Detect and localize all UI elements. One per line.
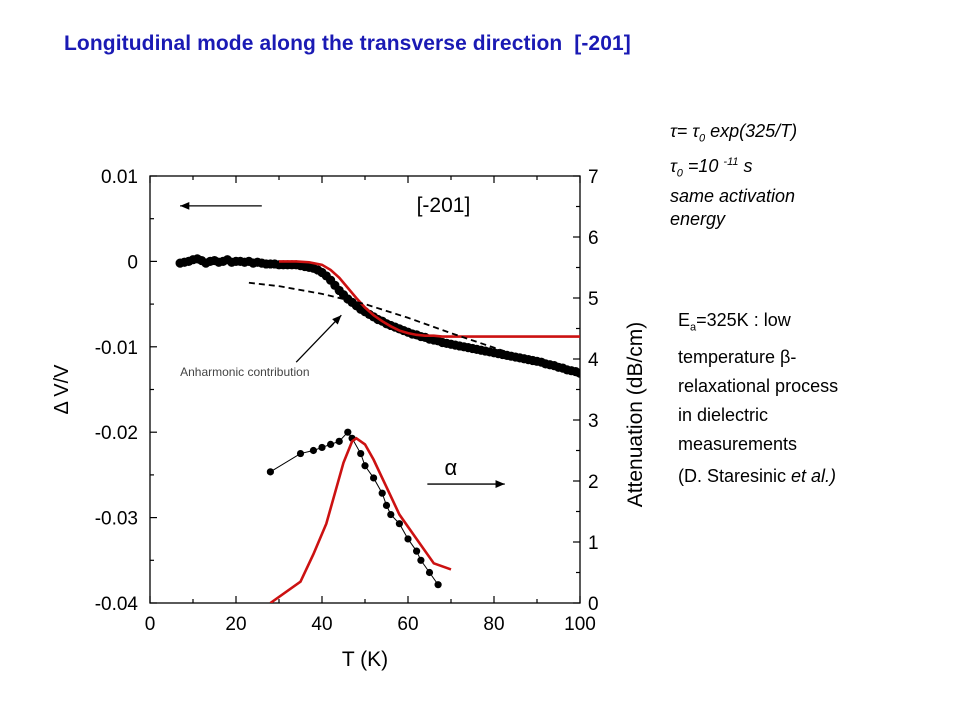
right-axis-arrow-head (495, 480, 505, 488)
y-right-axis-label: Attenuation (dB/cm) (624, 322, 647, 508)
y-right-tick-label: 3 (588, 411, 599, 432)
attenuation-data-point (335, 437, 343, 445)
attenuation-data-point (327, 440, 335, 448)
tau-symbol: τ (670, 155, 677, 176)
attenuation-data-point (357, 449, 365, 458)
anharmonic-baseline (248, 281, 580, 378)
slide-title: Longitudinal mode along the transverse d… (64, 32, 631, 55)
y-left-tick-label: -0.01 (95, 338, 138, 359)
formula-line-3: same activation (670, 186, 796, 207)
fit-curve-1 (279, 260, 580, 338)
axis-ticks (149, 175, 581, 604)
y-right-tick-label: 6 (588, 228, 599, 249)
x-tick-label: 80 (483, 614, 504, 635)
note-line-1: Ea=325K : low (678, 306, 918, 343)
x-axis-label: T (K) (342, 648, 388, 671)
y-right-tick-label: 7 (588, 167, 599, 188)
reference-citation: (D. Staresinic et al.) (678, 466, 836, 487)
formula-subscript: 0 (698, 132, 706, 145)
y-left-tick-label: 0.01 (101, 167, 138, 188)
attenuation-data-point (344, 428, 352, 436)
attenuation-data-point (395, 520, 403, 528)
attenuation-data-point (404, 535, 412, 543)
y-right-tick-label: 4 (588, 350, 599, 371)
x-tick-label: 100 (564, 614, 596, 635)
note-line-5: measurements (678, 433, 798, 454)
activation-note: Ea=325K : low temperature β- relaxationa… (678, 306, 918, 459)
attenuation-data-point (309, 446, 317, 455)
attenuation-data-point (434, 581, 442, 589)
formula-line-2: τ0 =10 -11 s (670, 151, 797, 186)
attenuation-data-point (266, 468, 274, 476)
formula-line-4: energy (670, 209, 726, 230)
attenuation-data-point (370, 474, 378, 482)
reference-etal: et al.) (791, 466, 837, 486)
fit-curve-4 (269, 436, 452, 603)
x-tick-label: 60 (397, 614, 418, 635)
alpha-annotation: α (445, 455, 458, 480)
y-right-tick-label: 2 (588, 472, 599, 493)
formula-subscript: 0 (676, 167, 683, 180)
annotation-arrows (180, 201, 505, 488)
formula-unit: s (738, 155, 753, 176)
note-line-2: temperature β- (678, 346, 797, 367)
x-tick-label: 0 (145, 614, 156, 635)
note-line-3: relaxational process (678, 375, 839, 396)
note-subscript: a (690, 321, 697, 334)
y-right-tick-label: 5 (588, 289, 599, 310)
formula-line-1: τ= τ0 exp(325/T) (670, 120, 797, 151)
attenuation-data-point (413, 547, 421, 555)
formula-value: =10 (682, 155, 724, 176)
anharmonic-pointer-arrow (295, 314, 342, 363)
y-left-axis-label: Δ V/V (51, 364, 73, 415)
x-tick-label: 40 (311, 614, 332, 635)
tick-labels: 0 20 40 60 80 1000.010-0.01-0.02-0.03-0.04765… (95, 167, 599, 635)
y-left-tick-label: -0.03 (95, 509, 138, 530)
attenuation-data-point (296, 449, 305, 458)
attenuation-data-point (425, 568, 434, 577)
tau-symbol: τ (670, 121, 677, 141)
reference-author: (D. Staresinic (678, 466, 792, 486)
formula-exponent: -11 (723, 155, 739, 168)
attenuation-data-point (361, 462, 369, 470)
x-tick-label: 20 (225, 614, 246, 635)
formula-exp: exp(325/T) (705, 121, 798, 141)
tau-symbol: τ (692, 121, 699, 141)
y-right-tick-label: 1 (588, 533, 599, 554)
attenuation-data-point (417, 556, 425, 564)
formula-equals: = (676, 121, 693, 141)
left-axis-arrow-head (180, 201, 190, 210)
y-left-tick-label: 0 (127, 252, 138, 273)
relaxation-formula: τ= τ0 exp(325/T) τ0 =10 -11 s same activ… (670, 120, 797, 231)
y-right-tick-label: 0 (588, 594, 599, 615)
attenuation-data-point (378, 489, 386, 497)
note-text: =325K : low (696, 310, 791, 330)
attenuation-data-point (387, 510, 395, 519)
attenuation-data-point (318, 443, 326, 452)
y-left-tick-label: -0.02 (95, 423, 138, 444)
anharmonic-annotation: Anharmonic contribution (180, 365, 309, 379)
note-energy-symbol: E (678, 310, 691, 330)
note-line-4: in dielectric (678, 404, 769, 425)
anharmonic-pointer-arrow-head (332, 315, 342, 325)
plot-frame (149, 175, 581, 604)
y-left-tick-label: -0.04 (95, 594, 139, 615)
data-marks (175, 254, 580, 603)
inset-label: [-201] (417, 194, 471, 217)
attenuation-data-point (382, 501, 391, 509)
attenuation-data-line (270, 431, 439, 585)
